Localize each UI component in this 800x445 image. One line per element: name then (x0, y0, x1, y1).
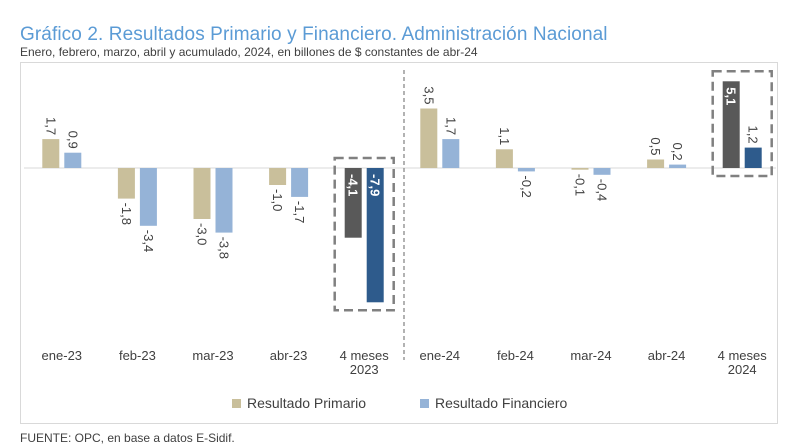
bar-financiero-mar-24 (593, 168, 611, 175)
data-label-primario-4-meses-2023: -4,1 (346, 174, 361, 196)
category-labels-layer: ene-23 feb-23 mar-23 abr-23 4 meses2023ene-2… (42, 348, 768, 377)
category-label-abr-23: abr-23 (270, 348, 308, 363)
data-label-financiero-abr-23: -1,7 (292, 201, 307, 223)
bar-financiero-mar-23 (215, 168, 233, 233)
category-label-4-meses-2024-line1: 4 meses (718, 348, 768, 363)
category-label-4-meses-2024-line2: 2024 (728, 362, 757, 377)
category-label-ene-24: ene-24 (420, 348, 460, 363)
data-labels-layer: 1,7 0,9 -1,8 -3,4 -3,0 -3,8 -1,0 -1,7 -4,1 -7,9 3,… (43, 86, 760, 259)
category-label-ene-23: ene-23 (42, 348, 82, 363)
data-label-primario-abr-23: -1,0 (270, 189, 285, 211)
chart-subtitle: Enero, febrero, marzo, abril y acumulado… (20, 45, 478, 59)
data-label-financiero-mar-23: -3,8 (217, 237, 232, 259)
bar-primario-ene-24 (420, 108, 438, 168)
bar-financiero-4-meses-2024 (744, 147, 762, 168)
category-label-mar-24: mar-24 (570, 348, 611, 363)
bar-primario-abr-24 (647, 159, 665, 168)
bar-primario-mar-24 (571, 168, 589, 170)
bar-financiero-ene-24 (442, 139, 460, 168)
legend-item-primario: Resultado Primario (232, 395, 366, 411)
bars-layer (42, 81, 762, 303)
data-label-financiero-ene-23: 0,9 (65, 131, 80, 149)
bar-primario-feb-23 (117, 168, 135, 199)
bar-primario-feb-24 (495, 149, 513, 168)
category-label-4-meses-2023-line1: 4 meses (340, 348, 390, 363)
bar-financiero-feb-24 (517, 168, 535, 172)
legend-label-primario: Resultado Primario (247, 395, 367, 411)
data-label-primario-ene-23: 1,7 (43, 117, 58, 135)
highlight-box-4-meses-2023 (333, 156, 395, 312)
chart-frame (20, 62, 778, 424)
category-label-feb-24: feb-24 (497, 348, 534, 363)
data-label-financiero-mar-24: -0,4 (595, 179, 610, 201)
category-label-feb-23: feb-23 (119, 348, 156, 363)
highlight-boxes-layer (333, 70, 773, 312)
bar-primario-mar-23 (193, 168, 211, 219)
data-label-financiero-4-meses-2023: -7,9 (368, 174, 383, 196)
bar-financiero-feb-23 (139, 168, 157, 226)
bar-primario-ene-23 (42, 139, 60, 168)
bar-primario-abr-23 (269, 168, 287, 185)
data-label-primario-feb-24: 1,1 (497, 127, 512, 145)
highlight-box-4-meses-2024 (711, 70, 773, 178)
legend-swatch-primario (232, 398, 241, 408)
data-label-financiero-4-meses-2024: 1,2 (746, 126, 761, 144)
legend-swatch-financiero (420, 398, 429, 408)
data-label-primario-mar-24: -0,1 (573, 174, 588, 196)
data-label-primario-feb-23: -1,8 (119, 203, 134, 225)
data-label-primario-mar-23: -3,0 (195, 223, 210, 245)
data-label-financiero-abr-24: 0,2 (670, 143, 685, 161)
category-label-4-meses-2023-line2: 2023 (350, 362, 379, 377)
category-label-mar-23: mar-23 (192, 348, 233, 363)
data-label-financiero-ene-24: 1,7 (443, 117, 458, 135)
category-label-abr-24: abr-24 (648, 348, 686, 363)
data-label-primario-ene-24: 3,5 (421, 86, 436, 104)
bar-primario-4-meses-2024 (722, 81, 740, 168)
bar-financiero-abr-24 (669, 164, 687, 168)
legend-item-financiero: Resultado Financiero (420, 395, 567, 411)
source-note: FUENTE: OPC, en base a datos E-Sidif. (20, 431, 235, 445)
chart-title: Gráfico 2. Resultados Primario y Financi… (20, 24, 608, 45)
data-label-primario-abr-24: 0,5 (648, 137, 663, 155)
data-label-financiero-feb-23: -3,4 (141, 230, 156, 252)
bar-financiero-4-meses-2023 (366, 168, 384, 303)
data-label-financiero-feb-24: -0,2 (519, 175, 534, 197)
legend-label-financiero: Resultado Financiero (435, 395, 568, 411)
bar-financiero-ene-23 (64, 152, 82, 168)
bar-primario-4-meses-2023 (344, 168, 362, 238)
data-label-primario-4-meses-2024: 5,1 (724, 87, 739, 105)
bar-financiero-abr-23 (291, 168, 309, 197)
